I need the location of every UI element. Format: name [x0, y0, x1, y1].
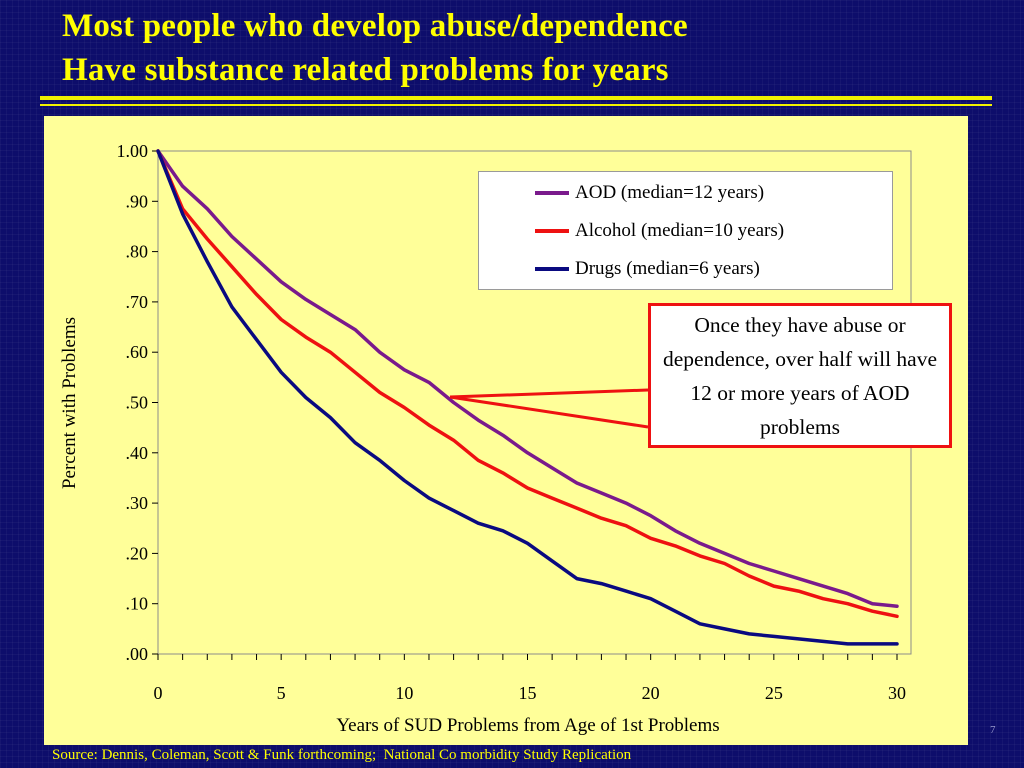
legend-item-drugs: Drugs (median=6 years) — [535, 256, 760, 282]
callout-box: Once they have abuse or dependence, over… — [648, 303, 952, 448]
y-tick-label: .80 — [126, 242, 149, 262]
y-tick-label: .90 — [126, 191, 149, 211]
y-tick-label: .00 — [126, 644, 149, 664]
x-tick-label: 20 — [642, 683, 660, 703]
series-line-alcohol — [156, 149, 899, 619]
y-tick-label: 1.00 — [117, 141, 149, 161]
title-underline-thick — [40, 96, 992, 100]
title-line-1: Most people who develop abuse/dependence — [62, 8, 688, 44]
legend-item-aod: AOD (median=12 years) — [535, 180, 764, 206]
source-note: Source: Dennis, Coleman, Scott & Funk fo… — [52, 747, 632, 763]
callout-pointer-line-lower — [449, 395, 649, 429]
x-tick-label: 10 — [395, 683, 413, 703]
series-line-drugs — [156, 149, 899, 646]
y-tick-label: .70 — [126, 292, 149, 312]
legend-label-drugs: Drugs (median=6 years) — [575, 258, 760, 279]
series-line-aod — [156, 149, 899, 608]
page-number: 7 — [990, 724, 996, 736]
x-axis-ticks: 0 5 10 15 20 25 30 — [154, 654, 906, 703]
legend-swatch-alcohol — [535, 229, 569, 233]
y-axis-title: Percent with Problems — [59, 317, 80, 489]
x-tick-label: 30 — [888, 683, 906, 703]
x-tick-label: 25 — [765, 683, 783, 703]
legend: AOD (median=12 years) Alcohol (median=10… — [478, 171, 893, 290]
x-tick-label: 0 — [154, 683, 163, 703]
legend-swatch-drugs — [535, 267, 569, 271]
legend-label-alcohol: Alcohol (median=10 years) — [575, 220, 785, 241]
x-tick-label: 15 — [519, 683, 537, 703]
y-tick-label: .30 — [126, 493, 149, 513]
callout-text: Once they have abuse or dependence, over… — [663, 312, 937, 439]
callout-pointer-line-upper — [449, 388, 649, 399]
legend-swatch-aod — [535, 191, 569, 195]
callout-pointer — [449, 388, 649, 429]
title-underline-thin — [40, 104, 992, 106]
legend-item-alcohol: Alcohol (median=10 years) — [535, 218, 784, 244]
title-line-2: Have substance related problems for year… — [62, 52, 669, 88]
slide-title: Most people who develop abuse/dependence… — [62, 4, 688, 92]
x-tick-label: 5 — [277, 683, 286, 703]
series-lines — [156, 149, 899, 646]
y-tick-label: .10 — [126, 594, 149, 614]
y-axis-ticks: .00 .10 .20 .30 .40 .50 .60 .70 .80 .90 1.00 — [117, 141, 158, 664]
legend-label-aod: AOD (median=12 years) — [575, 182, 765, 203]
x-axis-title: Years of SUD Problems from Age of 1st Pr… — [336, 715, 719, 736]
y-tick-label: .40 — [126, 443, 149, 463]
y-tick-label: .50 — [126, 393, 149, 413]
y-tick-label: .60 — [126, 342, 149, 362]
y-tick-label: .20 — [126, 543, 149, 563]
chart-panel: 0 5 10 15 20 25 30 .00 .10 .20 .30 .40 .50 .60 .70 .80… — [44, 116, 968, 745]
